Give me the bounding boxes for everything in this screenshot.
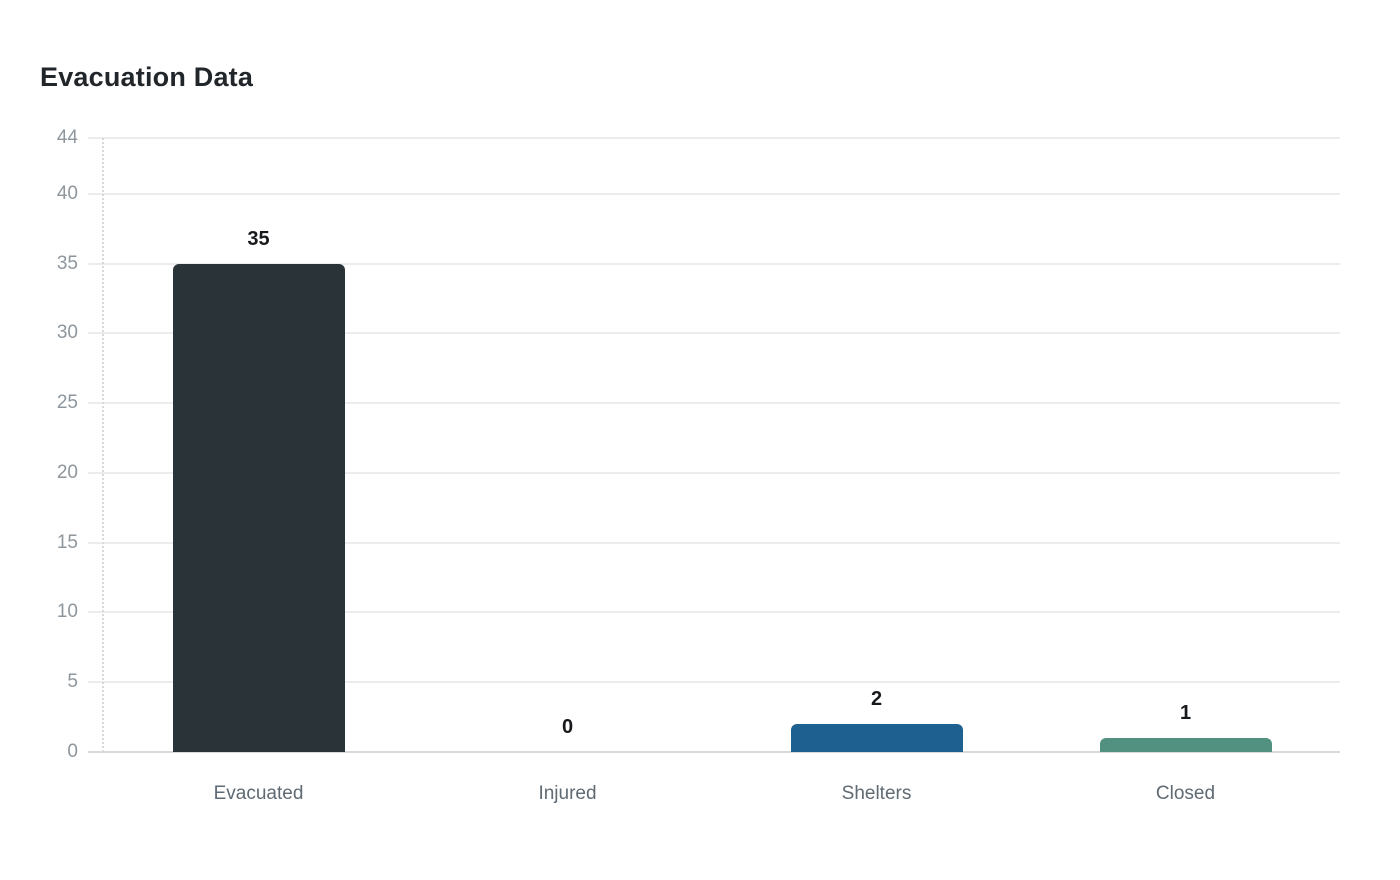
y-tick-label-0: 0: [67, 741, 78, 762]
gridline-y-10: [88, 611, 1340, 614]
gridline-y-15: [88, 541, 1340, 544]
x-category-label-shelters: Shelters: [841, 783, 912, 804]
value-label-shelters: 2: [870, 688, 883, 711]
gridline-y-35: [88, 262, 1340, 265]
chart-title: Evacuation Data: [40, 62, 254, 92]
gridline-y-40: [88, 192, 1340, 195]
gridline-y-25: [88, 402, 1340, 405]
value-label-evacuated: 35: [247, 227, 270, 250]
gridline-y-20: [88, 471, 1340, 474]
bar-evacuated[interactable]: [172, 263, 345, 752]
bar-closed[interactable]: [1099, 738, 1272, 752]
y-tick-label-35: 35: [56, 252, 78, 274]
gridline-y-44: [88, 137, 1340, 139]
gridline-y-5: [88, 681, 1340, 684]
y-tick-label-15: 15: [56, 531, 78, 553]
x-category-label-injured: Injured: [538, 783, 597, 804]
y-tick-label-30: 30: [56, 322, 78, 344]
gridline-y-30: [88, 332, 1340, 335]
y-tick-label-20: 20: [56, 461, 78, 483]
value-label-closed: 1: [1179, 702, 1192, 725]
y-tick-label-44: 44: [56, 127, 78, 148]
x-category-label-evacuated: Evacuated: [213, 783, 304, 804]
y-tick-label-40: 40: [56, 182, 78, 204]
y-tick-label-25: 25: [56, 392, 78, 414]
y-axis-line: [102, 138, 104, 752]
bar-shelters[interactable]: [790, 724, 963, 752]
value-label-injured: 0: [561, 716, 574, 738]
y-tick-label-10: 10: [56, 601, 78, 623]
y-tick-label-5: 5: [67, 671, 78, 693]
gridline-y-0: [88, 751, 1340, 753]
x-category-label-closed: Closed: [1155, 783, 1216, 804]
